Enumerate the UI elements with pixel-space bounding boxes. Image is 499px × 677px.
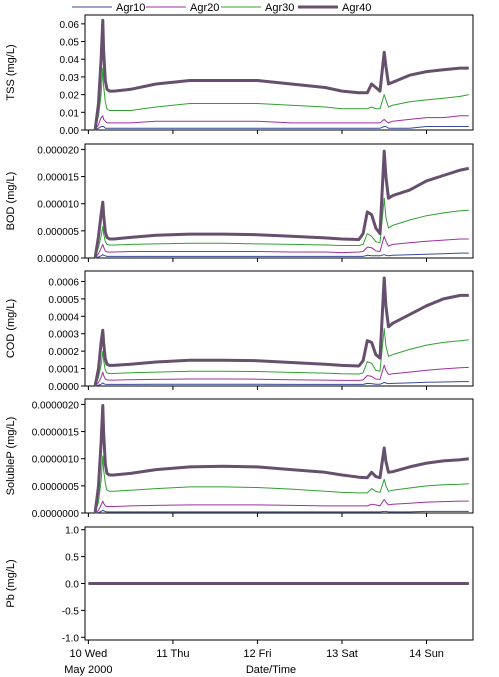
y-tick-label: 0.5 xyxy=(65,553,79,564)
panel-4: 0.0000000 0.0000005 0.0000010 0.0000015 0.00… xyxy=(5,398,474,520)
series-line-agr30 xyxy=(94,67,469,131)
y-tick-label: 0.00 xyxy=(60,126,80,137)
series-line-agr20 xyxy=(94,115,469,131)
y-axis-label: BOD (mg/L) xyxy=(5,172,17,231)
y-tick-label: 0.0000 xyxy=(48,382,79,393)
y-tick-label: 0.03 xyxy=(60,73,80,84)
series-line-agr10 xyxy=(95,509,469,514)
y-tick-label: 0.0002 xyxy=(48,347,79,358)
y-axis-label: TSS (mg/L) xyxy=(5,44,17,100)
x-axis: 10 Wed 11 Thu 12 Fri 13 Sat 14 Sun May 2000 Da… xyxy=(64,648,444,676)
y-tick-label: 0.0005 xyxy=(48,295,79,306)
y-tick-label: 0.0000015 xyxy=(32,428,80,439)
series-line-agr30 xyxy=(94,197,469,259)
x-tick-label: 12 Fri xyxy=(243,648,271,660)
series-line-agr10 xyxy=(94,381,469,387)
panel-1: 0.00 0.01 0.02 0.03 0.04 0.05 0.06 TSS (mg/L) xyxy=(5,14,474,137)
y-tick-label: 0.0004 xyxy=(48,312,79,323)
y-axis-label: Pb (mg/L) xyxy=(5,559,17,607)
panel-frame xyxy=(84,143,474,259)
series-group xyxy=(93,18,469,131)
panel-2: 0.000000 0.000005 0.000010 0.000015 0.000020… xyxy=(5,143,474,265)
x-tick-label: 11 Thu xyxy=(156,648,189,660)
panel-5: -1.0 -0.5 0.0 0.5 1.0 Pb (mg/L) xyxy=(5,526,474,644)
y-tick-label: 0.0000000 xyxy=(32,509,80,520)
x-tick-label: 14 Sun xyxy=(409,648,444,660)
y-tick-label: 0.000010 xyxy=(37,200,79,211)
series-line-agr20 xyxy=(94,235,469,259)
series-line-agr10 xyxy=(94,126,469,131)
y-tick-label: 0.0 xyxy=(65,580,79,591)
y-tick-label: 0.06 xyxy=(60,20,80,31)
y-tick-label: 0.02 xyxy=(60,91,80,102)
y-tick-label: 0.0006 xyxy=(48,277,79,288)
y-tick-label: 0.05 xyxy=(60,38,80,49)
panel-3: 0.0000 0.0001 0.0002 0.0003 0.0004 0.0005 0.00… xyxy=(5,270,474,393)
y-axis-label: SolubleP (mg/L) xyxy=(5,417,17,496)
series-line-agr40 xyxy=(93,149,470,259)
y-tick-label: 0.000005 xyxy=(37,227,79,238)
y-tick-label: 0.0000010 xyxy=(32,455,80,466)
x-axis-sublabel: May 2000 xyxy=(64,664,112,676)
y-tick-label: -1.0 xyxy=(62,633,80,644)
y-tick-label: 0.01 xyxy=(60,108,80,119)
series-line-agr10 xyxy=(94,252,469,259)
x-axis-title: Date/Time xyxy=(246,664,296,676)
legend-label-agr20: Agr20 xyxy=(190,2,219,14)
y-tick-label: -0.5 xyxy=(62,606,80,617)
y-axis-label: COD (mg/L) xyxy=(5,299,17,358)
y-tick-label: 0.0003 xyxy=(48,330,79,341)
y-tick-label: 0.04 xyxy=(60,55,80,66)
y-tick-label: 0.000020 xyxy=(37,145,79,156)
series-group xyxy=(93,404,469,514)
legend-label-agr40: Agr40 xyxy=(342,2,371,14)
y-tick-label: 0.000015 xyxy=(37,173,79,184)
legend-label-agr10: Agr10 xyxy=(116,2,145,14)
legend-label-agr30: Agr30 xyxy=(265,2,294,14)
series-group xyxy=(93,149,470,259)
x-tick-label: 13 Sat xyxy=(326,648,358,660)
y-tick-label: 0.0000020 xyxy=(32,400,80,411)
y-tick-label: 0.000000 xyxy=(37,254,79,265)
series-line-agr20 xyxy=(94,364,469,387)
series-line-agr40 xyxy=(93,18,469,131)
series-line-agr40 xyxy=(93,276,469,387)
series-line-agr30 xyxy=(94,455,469,514)
y-tick-label: 0.0001 xyxy=(48,365,79,376)
series-line-agr20 xyxy=(94,498,469,514)
panel-frame xyxy=(84,398,474,514)
series-group xyxy=(93,276,469,387)
x-tick-label: 10 Wed xyxy=(70,648,108,660)
legend: Agr10 Agr20 Agr30 Agr40 xyxy=(72,2,371,14)
panel-frame xyxy=(84,270,474,387)
series-line-agr30 xyxy=(94,328,469,387)
series-line-agr40 xyxy=(93,404,469,514)
y-tick-label: 0.0000005 xyxy=(32,482,80,493)
panel-frame xyxy=(84,14,474,131)
y-tick-label: 1.0 xyxy=(65,526,79,537)
